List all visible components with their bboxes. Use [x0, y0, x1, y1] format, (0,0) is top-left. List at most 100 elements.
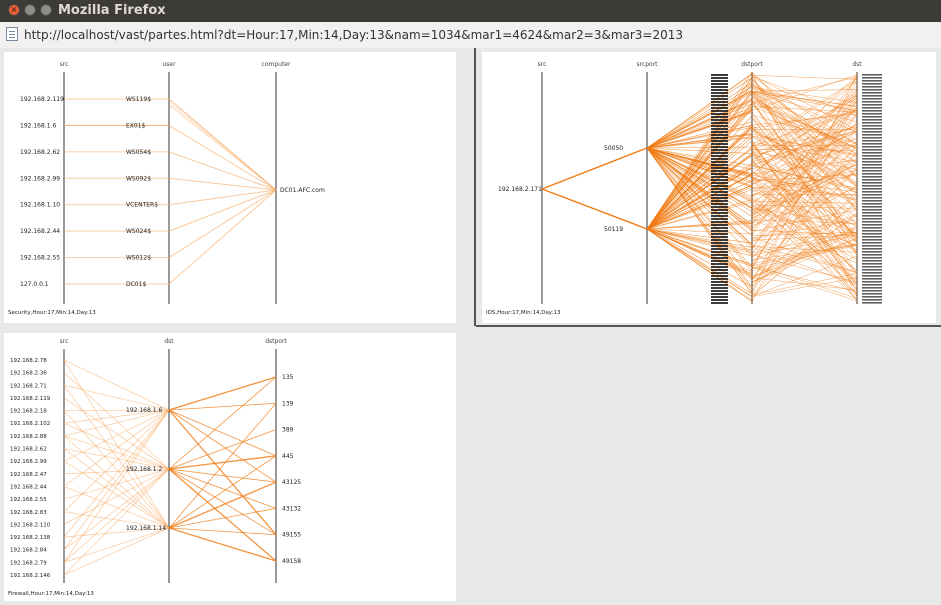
dst-label-block: [862, 245, 882, 247]
dst-label-block: [862, 158, 882, 160]
dstport-label-block: [711, 107, 728, 109]
dst-label-block: [862, 182, 882, 184]
link-src-dst: [64, 410, 169, 562]
dst-label-block: [862, 230, 882, 232]
dst-label-block: [862, 251, 882, 253]
dst-label-block: [862, 191, 882, 193]
dst-label-block: [862, 89, 882, 91]
dstport-label-block: [711, 278, 728, 280]
dst-label-block: [862, 248, 882, 250]
user-label: VCENTER$: [126, 202, 158, 209]
dst-label-block: [862, 161, 882, 163]
dstport-label-block: [711, 296, 728, 298]
link-user-computer: [169, 190, 276, 205]
dst-label-block: [862, 80, 882, 82]
dstport-label-block: [711, 173, 728, 175]
src-label: 192.168.2.110: [10, 522, 51, 528]
dstport-label-block: [711, 266, 728, 268]
src-label: 192.168.2.171: [498, 186, 542, 193]
dstport-label-block: [711, 92, 728, 94]
dst-label-block: [862, 134, 882, 136]
src-label: 192.168.2.88: [10, 434, 47, 440]
dstport-label-block: [711, 131, 728, 133]
dstport-label-block: [711, 98, 728, 100]
dst-label-block: [862, 293, 882, 295]
axis-label-dst: dst: [852, 61, 862, 68]
dstport-label: 389: [282, 427, 294, 434]
link-srcport-dstport: [647, 148, 752, 245]
window-minimize-button[interactable]: [24, 4, 36, 16]
vertical-divider: [474, 48, 476, 326]
link-dstport-dst: [752, 267, 857, 301]
dstport-label-block: [711, 257, 728, 259]
dstport-label-block: [711, 212, 728, 214]
dst-label-block: [862, 86, 882, 88]
dstport-label-block: [711, 206, 728, 208]
dstport-label-block: [711, 254, 728, 256]
axis-label-src: src: [60, 61, 69, 68]
dstport-label-block: [711, 191, 728, 193]
url-field[interactable]: http://localhost/vast/partes.html?dt=Hou…: [24, 25, 924, 45]
links-dstport-dst: [752, 72, 857, 302]
src-label: 192.168.2.102: [10, 421, 50, 427]
panel-caption: IDS,Hour:17,Min:14,Day:13: [486, 310, 561, 316]
user-label: EX01$: [126, 122, 146, 129]
dstport-label: 49158: [282, 558, 301, 565]
src-label: 127.0.0.1: [20, 281, 49, 288]
window-maximize-button[interactable]: [40, 4, 52, 16]
link-user-computer: [169, 190, 276, 258]
axis-label-dstport: dstport: [741, 61, 763, 68]
dstport-label-block: [711, 158, 728, 160]
dst-label-block: [862, 170, 882, 172]
link-src-dst: [64, 410, 169, 461]
window-close-button[interactable]: ×: [8, 4, 20, 16]
link-dst-dstport: [169, 403, 276, 528]
dst-label-block: [862, 257, 882, 259]
src-label: 192.168.2.78: [10, 358, 47, 364]
link-src-dst: [64, 373, 169, 469]
dst-label-block: [862, 176, 882, 178]
dstport-label-block: [711, 221, 728, 223]
dst-label-block: [862, 122, 882, 124]
dst-label-block: [862, 83, 882, 85]
dstport-label: 49155: [282, 532, 301, 539]
dst-label-block: [862, 113, 882, 115]
dst-label-block: [862, 110, 882, 112]
dstport-label-block: [711, 227, 728, 229]
links-srcport-dstport: [647, 72, 752, 302]
src-label: 192.168.2.44: [10, 484, 47, 490]
address-bar: http://localhost/vast/partes.html?dt=Hou…: [0, 22, 941, 49]
dst-label-block: [862, 200, 882, 202]
link-dstport-dst: [752, 278, 857, 297]
dst-label-block: [862, 185, 882, 187]
dstport-label-block: [711, 290, 728, 292]
dstport-label-block: [711, 110, 728, 112]
dstport-label-block: [711, 239, 728, 241]
dstport-label-block: [711, 200, 728, 202]
dstport-label-block: [711, 203, 728, 205]
dstport-label-block: [711, 230, 728, 232]
dst-label-block: [862, 296, 882, 298]
dst-label-block: [862, 266, 882, 268]
dstport-label-block: [711, 143, 728, 145]
src-label: 192.168.2.62: [20, 149, 60, 156]
dst-label-block: [862, 236, 882, 238]
dst-label-block: [862, 206, 882, 208]
dst-label-block: [862, 215, 882, 217]
dst-label-block: [862, 239, 882, 241]
dst-label-block: [862, 164, 882, 166]
dstport-label-block: [711, 170, 728, 172]
link-user-computer: [169, 190, 276, 284]
src-label: 192.168.2.99: [10, 459, 47, 465]
src-label: 192.168.2.71: [10, 383, 47, 389]
dstport-label-block: [711, 281, 728, 283]
dstport-label-block: [711, 95, 728, 97]
dst-label-block: [862, 77, 882, 79]
dstport-label-block: [711, 197, 728, 199]
dst-label-block: [862, 173, 882, 175]
dstport-label-block: [711, 272, 728, 274]
axis-label-src: src: [538, 61, 547, 68]
link-srcport-dstport: [647, 229, 752, 294]
